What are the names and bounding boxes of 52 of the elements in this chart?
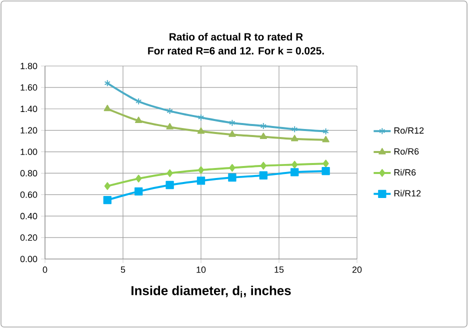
point (196, 176, 206, 185)
point (103, 196, 112, 204)
point (166, 169, 173, 178)
point (136, 98, 142, 105)
point (198, 114, 204, 121)
point (104, 104, 112, 112)
point (260, 132, 268, 140)
point (322, 136, 330, 142)
point (229, 119, 236, 126)
point (290, 134, 298, 142)
point (166, 108, 173, 115)
point (228, 173, 236, 182)
y-tick-label: 1.20 (20, 127, 38, 134)
y-tick-label: 0.60 (20, 191, 38, 198)
point (260, 162, 266, 170)
chart-subtitle: For rated R=6 and 12. For k = 0.025. (148, 46, 324, 55)
x-tick-label: 10 (196, 266, 206, 273)
y-tick-label: 1.80 (20, 62, 38, 70)
y-tick-label: 0.80 (20, 170, 38, 176)
point (322, 160, 329, 168)
x-tick-label: 15 (274, 266, 284, 273)
point (166, 123, 174, 130)
legend-label: Ri/R6 (394, 168, 416, 176)
point (228, 130, 236, 137)
point (134, 116, 142, 123)
chart-title: Ratio of actual R to rated R (170, 32, 303, 41)
point (136, 174, 142, 182)
legend-label: Ro/R6 (394, 148, 419, 155)
point (260, 122, 266, 130)
point (290, 168, 299, 176)
legend-label: Ri/R12 (394, 190, 421, 197)
y-tick-label: 1.60 (20, 84, 38, 91)
y-tick-label: 0.20 (20, 234, 38, 241)
point (134, 187, 143, 196)
y-tick-label: 1.40 (20, 106, 38, 112)
point (322, 166, 330, 176)
point (292, 126, 298, 133)
x-axis-title: Inside diameter, d$_{i}$, inches (132, 286, 291, 298)
point (198, 166, 204, 174)
x-tick-label: 5 (120, 266, 126, 273)
x-tick-label: 0 (42, 266, 48, 273)
point (259, 171, 268, 180)
point (229, 164, 236, 172)
legend-label: Ro/R12 (394, 127, 424, 134)
y-tick-label: 0.00 (20, 256, 38, 262)
point (104, 182, 110, 190)
point (197, 127, 205, 134)
point (292, 160, 298, 169)
y-tick-label: 0.40 (20, 212, 38, 220)
x-tick-label: 20 (352, 266, 362, 273)
point (166, 180, 174, 190)
y-tick-label: 1.00 (20, 148, 38, 155)
